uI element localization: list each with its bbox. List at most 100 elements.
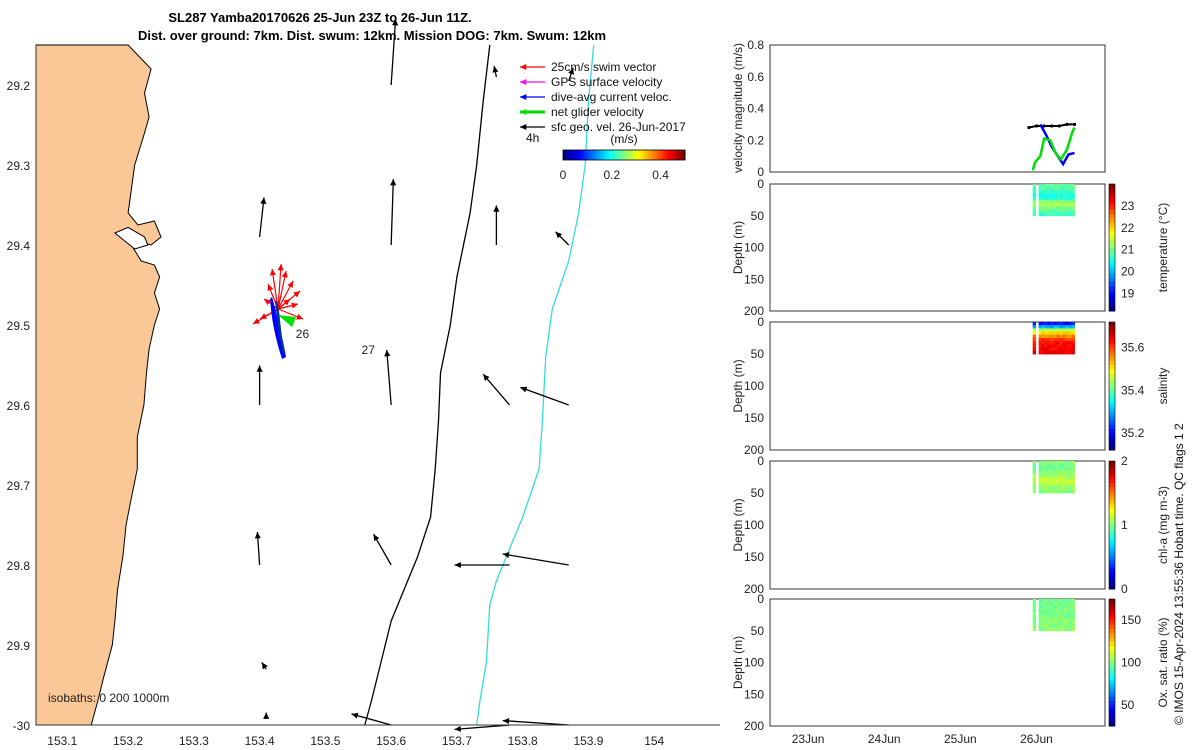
data-cell — [1038, 608, 1043, 613]
speed-colorbar-cell — [681, 150, 686, 160]
colorbar-cell — [1109, 289, 1115, 295]
data-cell — [1044, 608, 1049, 613]
data-cell — [1071, 331, 1075, 336]
colorbar-frame — [1108, 321, 1116, 451]
data-cell — [1053, 209, 1057, 213]
data-cell — [1047, 344, 1052, 348]
data-cell — [1032, 187, 1037, 191]
sfc-vector-head — [392, 19, 399, 26]
data-cell — [1065, 338, 1069, 342]
data-cell — [1068, 461, 1072, 465]
data-cell — [1041, 486, 1046, 491]
data-cell — [1056, 347, 1060, 352]
data-cell — [1032, 483, 1037, 487]
data-cell — [1032, 608, 1037, 613]
data-cell — [1041, 322, 1046, 326]
data-cell — [1050, 470, 1055, 475]
data-cell — [1032, 199, 1037, 204]
panel-y-label: Depth (m) — [731, 636, 745, 689]
data-cell — [1062, 328, 1066, 332]
data-cell — [1071, 621, 1075, 625]
speed-colorbar-cell — [614, 150, 619, 160]
sfc-vector-head — [263, 712, 270, 719]
legend-entry: GPS surface velocity — [551, 75, 662, 89]
sfc-vector — [351, 713, 392, 726]
data-cell — [1056, 464, 1060, 468]
data-cell — [1071, 464, 1075, 468]
data-cell — [1050, 464, 1055, 468]
data-cell — [1071, 196, 1075, 201]
speed-colorbar-cell — [611, 150, 616, 160]
data-cell — [1068, 473, 1072, 478]
data-cell — [1068, 608, 1072, 613]
data-cell — [1053, 193, 1057, 198]
data-cell — [1044, 477, 1049, 481]
data-cell — [1050, 483, 1055, 487]
sfc-vector-head — [492, 66, 499, 73]
data-cell — [1071, 184, 1075, 188]
data-cell — [1059, 461, 1063, 465]
time-x-tick: 24Jun — [868, 732, 901, 746]
data-cell — [1053, 199, 1057, 204]
data-cell — [1068, 334, 1072, 339]
sfc-vector — [502, 553, 569, 566]
data-cell — [1068, 611, 1072, 616]
data-cell — [1032, 341, 1037, 345]
data-cell — [1053, 461, 1057, 465]
data-cell — [1047, 199, 1052, 204]
data-cell — [1053, 328, 1057, 332]
data-cell — [1044, 190, 1049, 194]
data-cell — [1038, 605, 1043, 609]
colorbar-cell — [1109, 351, 1115, 357]
data-cell — [1071, 187, 1075, 191]
colorbar-label: salinity — [1156, 368, 1170, 405]
data-cell — [1053, 212, 1057, 217]
data-cell — [1032, 618, 1037, 622]
panel-y-tick: 50 — [751, 209, 765, 223]
colorbar-tick: 22 — [1121, 221, 1135, 235]
data-cell — [1038, 627, 1043, 632]
data-cell — [1071, 334, 1075, 339]
colorbar-cell — [1109, 637, 1115, 642]
sfc-vector-head — [493, 205, 500, 212]
data-cell — [1065, 611, 1069, 616]
data-cell — [1053, 334, 1057, 339]
panel-y-tick: 150 — [744, 411, 764, 425]
data-cell — [1065, 187, 1069, 191]
net-glider-velocity-mark — [278, 315, 297, 327]
velocity-point — [1065, 122, 1069, 126]
data-cell — [1053, 614, 1057, 619]
colorbar-tick: 1 — [1121, 518, 1128, 532]
colorbar-cell — [1109, 230, 1115, 236]
velocity-y-tick: 0.8 — [747, 38, 764, 52]
data-cell — [1047, 486, 1052, 491]
data-cell — [1047, 624, 1052, 628]
data-cell — [1068, 467, 1072, 471]
data-cell — [1038, 328, 1043, 332]
data-cell — [1059, 325, 1063, 329]
data-cell — [1056, 627, 1060, 632]
data-cell — [1056, 322, 1060, 326]
data-cell — [1047, 611, 1052, 616]
panel-y-tick: 50 — [751, 486, 765, 500]
data-cell — [1053, 605, 1057, 609]
speed-colorbar-cell — [584, 150, 588, 160]
data-cell — [1044, 206, 1049, 210]
data-cell — [1059, 486, 1063, 491]
data-cell — [1032, 325, 1037, 329]
data-cell — [1065, 480, 1069, 484]
speed-colorbar-tick: 0.4 — [652, 168, 669, 182]
data-cell — [1053, 624, 1057, 628]
speed-colorbar-tick: 0.2 — [603, 168, 620, 182]
map-x-tick: 153.6 — [376, 734, 406, 748]
panel-y-label: Depth (m) — [731, 359, 745, 412]
swim-vector-head — [260, 313, 268, 319]
data-cell — [1044, 203, 1049, 207]
speed-colorbar-label: (m/s) — [610, 132, 637, 146]
data-cell — [1071, 614, 1075, 619]
panel-y-tick: 150 — [744, 272, 764, 286]
data-cell — [1047, 614, 1052, 619]
sfc-vector-head — [454, 725, 462, 732]
colorbar-cell — [1109, 620, 1115, 625]
data-cell — [1062, 470, 1066, 475]
